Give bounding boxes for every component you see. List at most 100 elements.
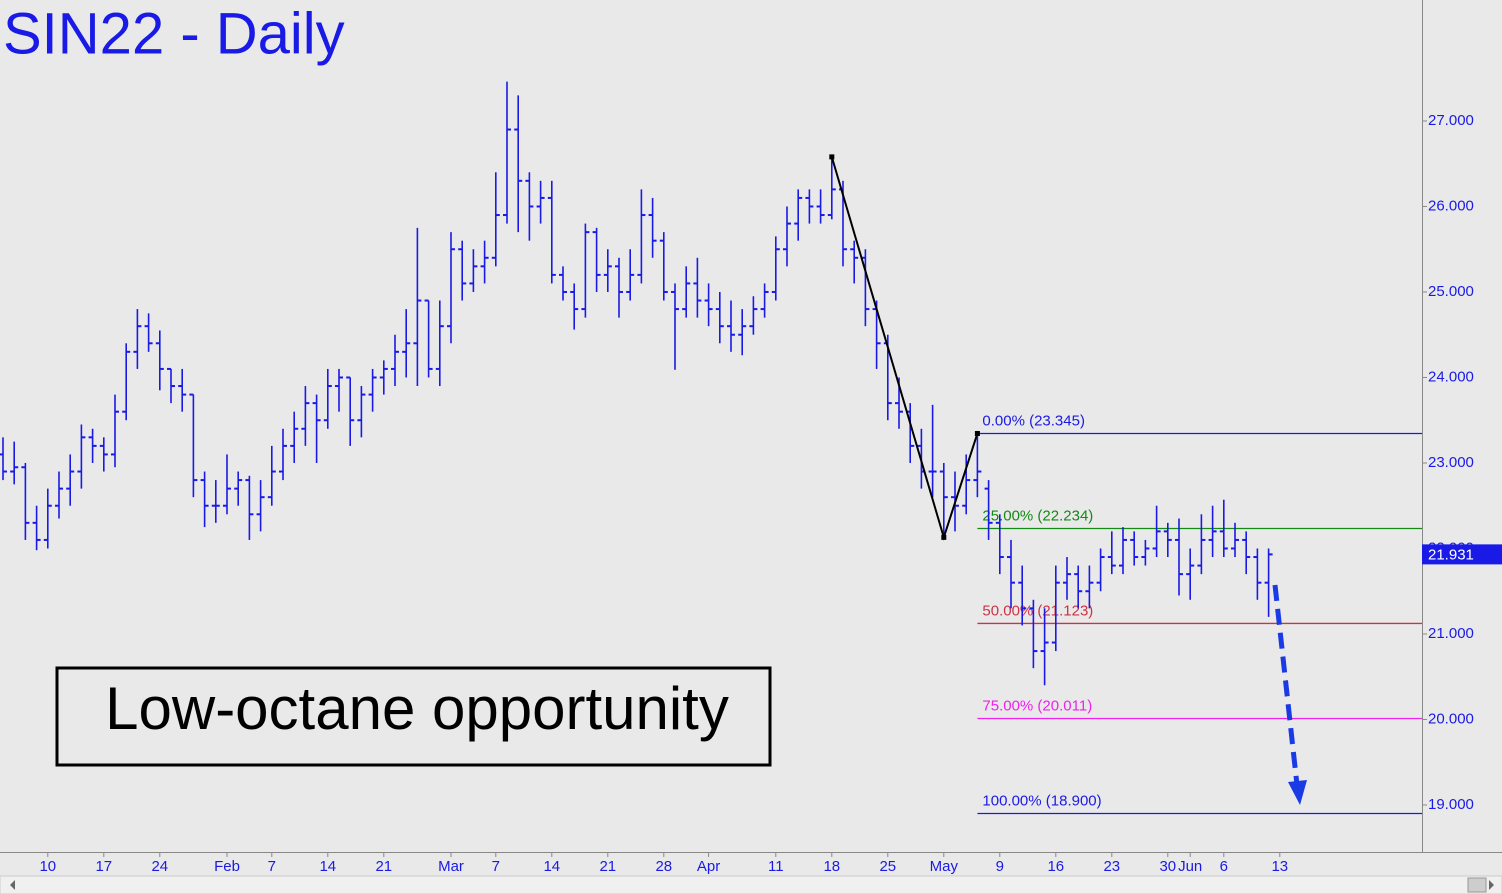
x-tick-label: 10 <box>39 858 56 875</box>
ohlc-bar <box>0 437 7 481</box>
ohlc-bar <box>1119 527 1127 575</box>
projection-line <box>1272 584 1300 786</box>
swing-point <box>829 154 835 160</box>
x-tick-label: 21 <box>599 858 616 875</box>
ohlc-bar <box>122 343 131 421</box>
ohlc-bar <box>1242 531 1251 575</box>
ohlc-bar <box>1208 505 1217 558</box>
ohlc-bar <box>357 386 366 438</box>
ohlc-bar <box>1219 499 1228 558</box>
ohlc-bar <box>1152 505 1161 558</box>
x-tick-label: 30 <box>1159 858 1176 875</box>
ohlc-bar <box>1040 608 1049 686</box>
ohlc-bar <box>1197 514 1206 575</box>
ohlc-bar <box>279 428 287 481</box>
ohlc-bar <box>1051 565 1060 652</box>
swing-point <box>974 430 980 436</box>
ohlc-bar <box>469 249 478 292</box>
x-tick-label: 23 <box>1103 858 1120 875</box>
y-tick-label: 23.000 <box>1428 454 1474 471</box>
ohlc-bar <box>1007 539 1015 609</box>
x-tick-label: 16 <box>1047 858 1064 875</box>
x-tick-label: Mar <box>438 858 464 875</box>
ohlc-bar <box>1085 565 1094 609</box>
x-tick-label: May <box>930 858 959 875</box>
level-label: 25.00% (22.234) <box>982 507 1093 524</box>
ohlc-bar <box>659 232 668 301</box>
ohlc-bar <box>615 257 623 318</box>
ohlc-bar <box>626 249 635 301</box>
ohlc-bar <box>402 309 411 378</box>
plot-area: 0.00% (23.345) 25.00% (22.234) 50.00% (21.… <box>0 81 1422 815</box>
scroll-left[interactable] <box>10 880 15 890</box>
ohlc-bar <box>335 368 343 412</box>
ohlc-bar <box>379 360 388 395</box>
x-tick-label: Jun <box>1178 858 1202 875</box>
scrollbar[interactable] <box>0 875 1502 894</box>
ohlc-bar <box>693 257 702 318</box>
ohlc-bar <box>368 368 377 412</box>
ohlc-bar <box>592 227 601 292</box>
ohlc-bar <box>391 334 399 387</box>
ohlc-bar <box>962 454 971 515</box>
ohlc-bar <box>525 172 534 241</box>
x-tick-label: Feb <box>214 858 240 875</box>
ohlc-bar <box>603 249 612 292</box>
x-tick-label: Apr <box>697 858 720 875</box>
ohlc-bar <box>1018 565 1027 626</box>
level-label: 75.00% (20.011) <box>982 698 1092 715</box>
ohlc-bar <box>155 330 164 391</box>
ohlc-bar <box>256 480 265 532</box>
level-label: 50.00% (21.123) <box>982 602 1093 619</box>
ohlc-bar <box>827 156 836 220</box>
ohlc-bar <box>559 266 567 301</box>
ohlc-bar <box>480 240 489 284</box>
last-price-tag <box>1422 544 1502 565</box>
ohlc-bar <box>984 480 993 540</box>
y-tick-label: 20.000 <box>1428 710 1474 727</box>
ohlc-bar <box>200 471 209 528</box>
y-tick-label: 21.000 <box>1428 625 1474 642</box>
x-tick-label: 14 <box>319 858 336 875</box>
ohlc-bar <box>66 454 75 506</box>
x-tick-label: 7 <box>268 858 276 875</box>
ohlc-bar <box>223 454 231 515</box>
ohlc-bar <box>111 394 119 468</box>
ohlc-bar <box>301 386 310 446</box>
projection-arrow <box>1272 584 1307 805</box>
ohlc-bar <box>1264 548 1273 617</box>
ohlc-bar <box>637 189 646 284</box>
level-label: 0.00% (23.345) <box>982 412 1085 429</box>
ohlc-bar <box>570 283 579 330</box>
ohlc-bar <box>1063 557 1071 600</box>
ohlc-bar <box>1029 599 1038 669</box>
ohlc-bar <box>447 232 455 344</box>
ohlc-bar <box>760 283 769 318</box>
ohlc-bar <box>1163 522 1172 558</box>
ohlc-bar <box>715 291 724 344</box>
ohlc-bar <box>290 411 299 463</box>
ohlc-bar <box>1130 531 1139 566</box>
swing-point <box>941 534 947 540</box>
y-tick-label: 19.000 <box>1428 796 1474 813</box>
ohlc-bar <box>133 309 142 369</box>
scroll-thumb[interactable] <box>1467 877 1487 893</box>
ohlc-bar <box>928 404 937 498</box>
ohlc-bar <box>10 441 19 485</box>
ohlc-bar <box>144 313 153 352</box>
ohlc-bar <box>939 462 948 538</box>
ohlc-bar <box>424 299 433 378</box>
x-tick-label: 25 <box>879 858 896 875</box>
ohlc-bar <box>234 471 243 506</box>
ohlc-bar <box>805 189 814 224</box>
x-tick-label: 21 <box>375 858 392 875</box>
x-tick-label: 24 <box>151 858 168 875</box>
x-tick-label: 13 <box>1271 858 1288 875</box>
ohlc-bar <box>77 424 86 489</box>
ohlc-bar <box>704 283 713 327</box>
ohlc-bar <box>211 480 220 523</box>
scroll-right[interactable] <box>1489 880 1494 890</box>
ohlc-bar <box>671 283 679 370</box>
